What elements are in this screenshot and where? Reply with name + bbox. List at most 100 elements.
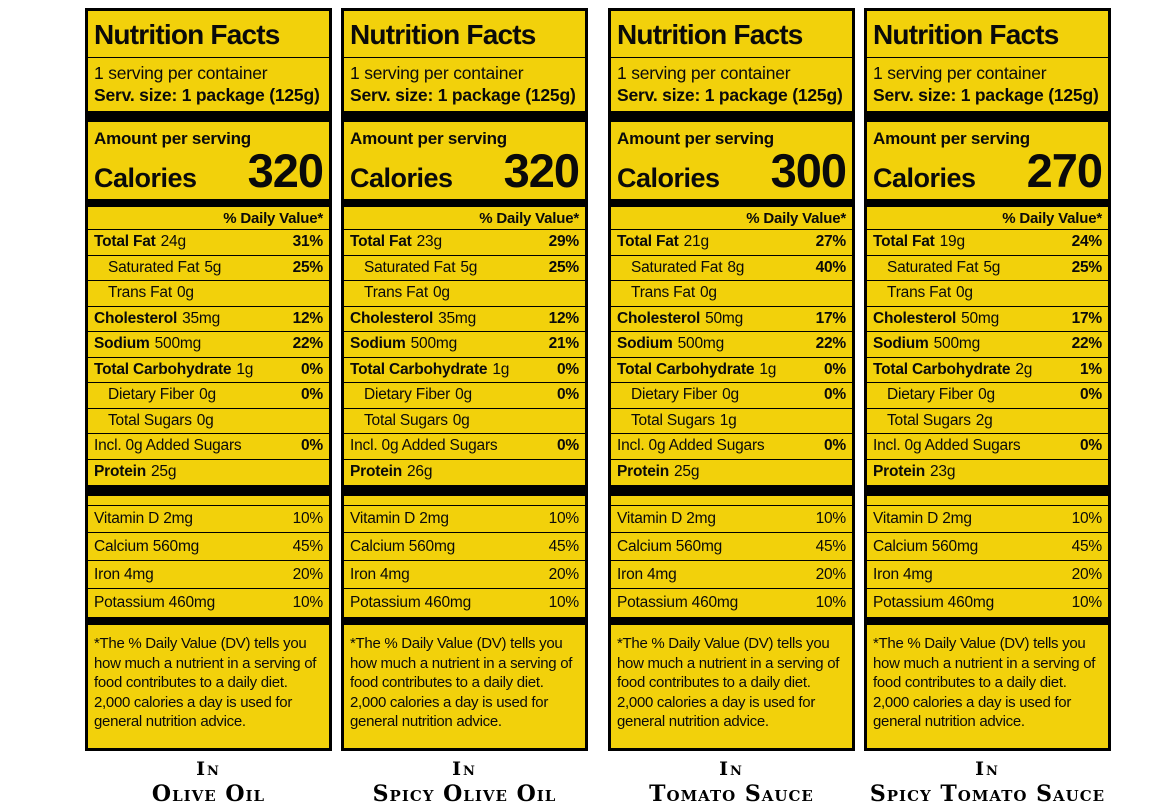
- vitamin-name: Calcium 560mg: [873, 537, 979, 555]
- nutrient-amount: 35mg: [182, 309, 221, 327]
- nutrient-row-cholesterol: Cholesterol 35mg 12%: [88, 307, 329, 332]
- nutrient-name: Sodium: [873, 335, 929, 353]
- nutrient-row-total-sugars: Total Sugars 2g: [867, 409, 1108, 434]
- nutrient-name: Saturated Fat: [631, 258, 723, 276]
- nutrient-row-total-fat: Total Fat 21g 27%: [611, 230, 852, 256]
- calories-label: Calories: [617, 163, 720, 193]
- nutrient-amount: 5g: [204, 258, 222, 276]
- vitamin-daily-value: 10%: [548, 594, 580, 611]
- nutrient-row-dietary-fiber: Dietary Fiber 0g 0%: [867, 383, 1108, 409]
- nutrient-row-trans-fat: Trans Fat 0g: [611, 281, 852, 307]
- nutrient-amount: 1g: [492, 360, 510, 378]
- nutrient-daily-value: 24%: [1071, 233, 1103, 251]
- vitamin-daily-value: 10%: [1071, 594, 1103, 611]
- nutrient-name: Total Fat: [617, 233, 679, 251]
- serving-size: Serv. size: 1 package (125g): [350, 85, 576, 105]
- nutrient-amount: 5g: [983, 258, 1001, 276]
- label-column-spicy-tomato-sauce: Nutrition Facts 1 serving per container …: [864, 8, 1111, 807]
- title-divider: [611, 57, 852, 58]
- nutrient-daily-value: 1%: [1079, 360, 1102, 378]
- product-caption: In Spicy Olive Oil: [341, 758, 588, 807]
- nutrient-row-saturated-fat: Saturated Fat 5g 25%: [88, 256, 329, 281]
- daily-value-footnote: *The % Daily Value (DV) tells you how mu…: [94, 635, 317, 730]
- nutrient-row-added-sugars: Incl. 0g Added Sugars 0%: [867, 434, 1108, 460]
- nutrient-row-trans-fat: Trans Fat 0g: [867, 281, 1108, 307]
- calories-section: Amount per serving Calories 300: [611, 122, 852, 199]
- nutrient-daily-value: 31%: [292, 233, 324, 251]
- nutrient-amount: 1g: [759, 360, 777, 378]
- nutrient-daily-value: 25%: [292, 258, 324, 276]
- nutrient-amount: 8g: [727, 258, 745, 276]
- vitamin-row-calcium: Calcium 560mg 45%: [88, 533, 329, 561]
- thick-divider: [88, 199, 329, 207]
- nutrient-amount: 0g: [955, 284, 973, 302]
- vitamin-daily-value: 20%: [292, 565, 324, 583]
- nutrient-amount: 0g: [452, 411, 470, 429]
- vitamin-row-iron: Iron 4mg 20%: [867, 561, 1108, 589]
- nutrition-facts-title: Nutrition Facts: [617, 19, 803, 50]
- nutrient-name: Total Sugars: [364, 411, 448, 429]
- nutrient-row-cholesterol: Cholesterol 50mg 17%: [867, 307, 1108, 332]
- calories-row: Calories 320: [94, 146, 324, 199]
- vitamin-name: Potassium 460mg: [94, 594, 216, 611]
- calories-value: 270: [1026, 144, 1103, 197]
- nutrient-daily-value: 0%: [1079, 386, 1102, 404]
- nutrition-facts-title: Nutrition Facts: [94, 19, 280, 50]
- nutrient-row-total-sugars: Total Sugars 0g: [344, 409, 585, 434]
- vitamin-daily-value: 45%: [815, 537, 847, 555]
- nutrient-row-trans-fat: Trans Fat 0g: [344, 281, 585, 307]
- caption-line-1: In: [452, 758, 477, 780]
- nutrient-row-added-sugars: Incl. 0g Added Sugars 0%: [611, 434, 852, 460]
- vitamin-daily-value: 45%: [292, 537, 324, 555]
- vitamin-rows: Vitamin D 2mg 10% Calcium 560mg 45% Iron…: [867, 496, 1108, 617]
- nutrient-daily-value: 0%: [300, 386, 323, 404]
- vitamin-daily-value: 10%: [815, 510, 847, 527]
- nutrient-amount: 23g: [930, 463, 956, 481]
- product-caption: In Spicy Tomato Sauce: [864, 758, 1111, 807]
- label-slot: Nutrition Facts 1 serving per container …: [341, 8, 588, 751]
- title-divider: [344, 57, 585, 58]
- nutrient-daily-value: 22%: [1071, 335, 1103, 353]
- vitamin-row-calcium: Calcium 560mg 45%: [611, 533, 852, 561]
- nutrient-row-protein: Protein 23g: [867, 460, 1108, 486]
- label-column-tomato-sauce: Nutrition Facts 1 serving per container …: [608, 8, 855, 807]
- vitamin-name: Vitamin D 2mg: [94, 510, 193, 527]
- nutrient-row-sodium: Sodium 500mg 22%: [88, 332, 329, 358]
- thick-divider: [867, 485, 1108, 496]
- thick-divider: [88, 111, 329, 122]
- nutrient-rows: Total Fat 23g 29% Saturated Fat 5g 25% T…: [344, 230, 585, 485]
- labels-row: Nutrition Facts 1 serving per container …: [85, 8, 1111, 807]
- vitamin-row-vitamin-d: Vitamin D 2mg 10%: [344, 505, 585, 533]
- nutrient-amount: 1g: [719, 411, 737, 429]
- caption-line-2: Tomato Sauce: [649, 781, 814, 807]
- nutrient-name: Cholesterol: [873, 309, 957, 327]
- nutrient-amount: 35mg: [438, 309, 477, 327]
- vitamin-rows: Vitamin D 2mg 10% Calcium 560mg 45% Iron…: [611, 496, 852, 617]
- nutrient-amount: 0g: [699, 284, 717, 302]
- serving-size: Serv. size: 1 package (125g): [94, 85, 320, 105]
- thick-divider: [867, 111, 1108, 122]
- nutrient-daily-value: 0%: [300, 437, 323, 455]
- nutrient-name: Protein: [617, 463, 669, 481]
- label-column-olive-oil: Nutrition Facts 1 serving per container …: [85, 8, 332, 807]
- nutrient-daily-value: 0%: [823, 386, 846, 404]
- nutrient-name: Incl. 0g Added Sugars: [350, 437, 498, 455]
- thick-divider: [611, 199, 852, 207]
- vitamin-daily-value: 20%: [815, 565, 847, 583]
- nutrient-row-sodium: Sodium 500mg 22%: [611, 332, 852, 358]
- vitamin-rows: Vitamin D 2mg 10% Calcium 560mg 45% Iron…: [344, 496, 585, 617]
- serving-info: 1 serving per container Serv. size: 1 pa…: [88, 58, 329, 111]
- nutrient-daily-value: 0%: [300, 360, 323, 378]
- label-column-spicy-olive-oil: Nutrition Facts 1 serving per container …: [341, 8, 588, 807]
- thick-divider: [611, 111, 852, 122]
- calories-label: Calories: [873, 163, 976, 193]
- nutrition-label: Nutrition Facts 1 serving per container …: [608, 8, 855, 751]
- nutrient-rows: Total Fat 19g 24% Saturated Fat 5g 25% T…: [867, 230, 1108, 485]
- nutrient-name: Trans Fat: [108, 284, 172, 302]
- nutrient-name: Total Fat: [350, 233, 412, 251]
- product-caption: In Olive Oil: [85, 758, 332, 807]
- calories-section: Amount per serving Calories 320: [88, 122, 329, 199]
- nutrient-name: Total Fat: [94, 233, 156, 251]
- nutrient-row-total-sugars: Total Sugars 1g: [611, 409, 852, 434]
- vitamin-daily-value: 20%: [548, 565, 580, 583]
